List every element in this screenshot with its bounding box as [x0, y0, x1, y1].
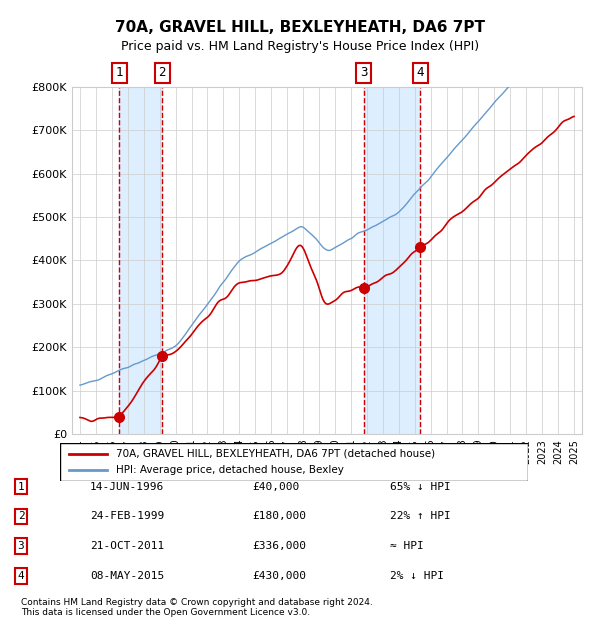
Bar — [574, 87, 582, 434]
Text: 3: 3 — [17, 541, 25, 551]
FancyBboxPatch shape — [60, 443, 528, 480]
Text: £336,000: £336,000 — [252, 541, 306, 551]
Text: 2: 2 — [17, 512, 25, 521]
Text: 70A, GRAVEL HILL, BEXLEYHEATH, DA6 7PT (detached house): 70A, GRAVEL HILL, BEXLEYHEATH, DA6 7PT (… — [116, 449, 435, 459]
Bar — [364, 87, 421, 434]
Text: Price paid vs. HM Land Registry's House Price Index (HPI): Price paid vs. HM Land Registry's House … — [121, 40, 479, 53]
Text: ≈ HPI: ≈ HPI — [390, 541, 424, 551]
Text: 2: 2 — [158, 66, 166, 79]
Text: 22% ↑ HPI: 22% ↑ HPI — [390, 512, 451, 521]
Text: 4: 4 — [416, 66, 424, 79]
Text: Contains HM Land Registry data © Crown copyright and database right 2024.: Contains HM Land Registry data © Crown c… — [21, 598, 373, 607]
Text: 2% ↓ HPI: 2% ↓ HPI — [390, 571, 444, 581]
Text: HPI: Average price, detached house, Bexley: HPI: Average price, detached house, Bexl… — [116, 465, 344, 475]
Bar — [72, 87, 80, 434]
Text: 4: 4 — [17, 571, 25, 581]
Text: 21-OCT-2011: 21-OCT-2011 — [90, 541, 164, 551]
Text: £180,000: £180,000 — [252, 512, 306, 521]
Text: 65% ↓ HPI: 65% ↓ HPI — [390, 482, 451, 492]
Text: 1: 1 — [115, 66, 123, 79]
Bar — [119, 87, 162, 434]
Text: This data is licensed under the Open Government Licence v3.0.: This data is licensed under the Open Gov… — [21, 608, 310, 617]
Text: £430,000: £430,000 — [252, 571, 306, 581]
Text: 70A, GRAVEL HILL, BEXLEYHEATH, DA6 7PT: 70A, GRAVEL HILL, BEXLEYHEATH, DA6 7PT — [115, 20, 485, 35]
Text: 3: 3 — [360, 66, 367, 79]
Text: 14-JUN-1996: 14-JUN-1996 — [90, 482, 164, 492]
Text: £40,000: £40,000 — [252, 482, 299, 492]
Text: 08-MAY-2015: 08-MAY-2015 — [90, 571, 164, 581]
Text: 24-FEB-1999: 24-FEB-1999 — [90, 512, 164, 521]
Text: 1: 1 — [17, 482, 25, 492]
